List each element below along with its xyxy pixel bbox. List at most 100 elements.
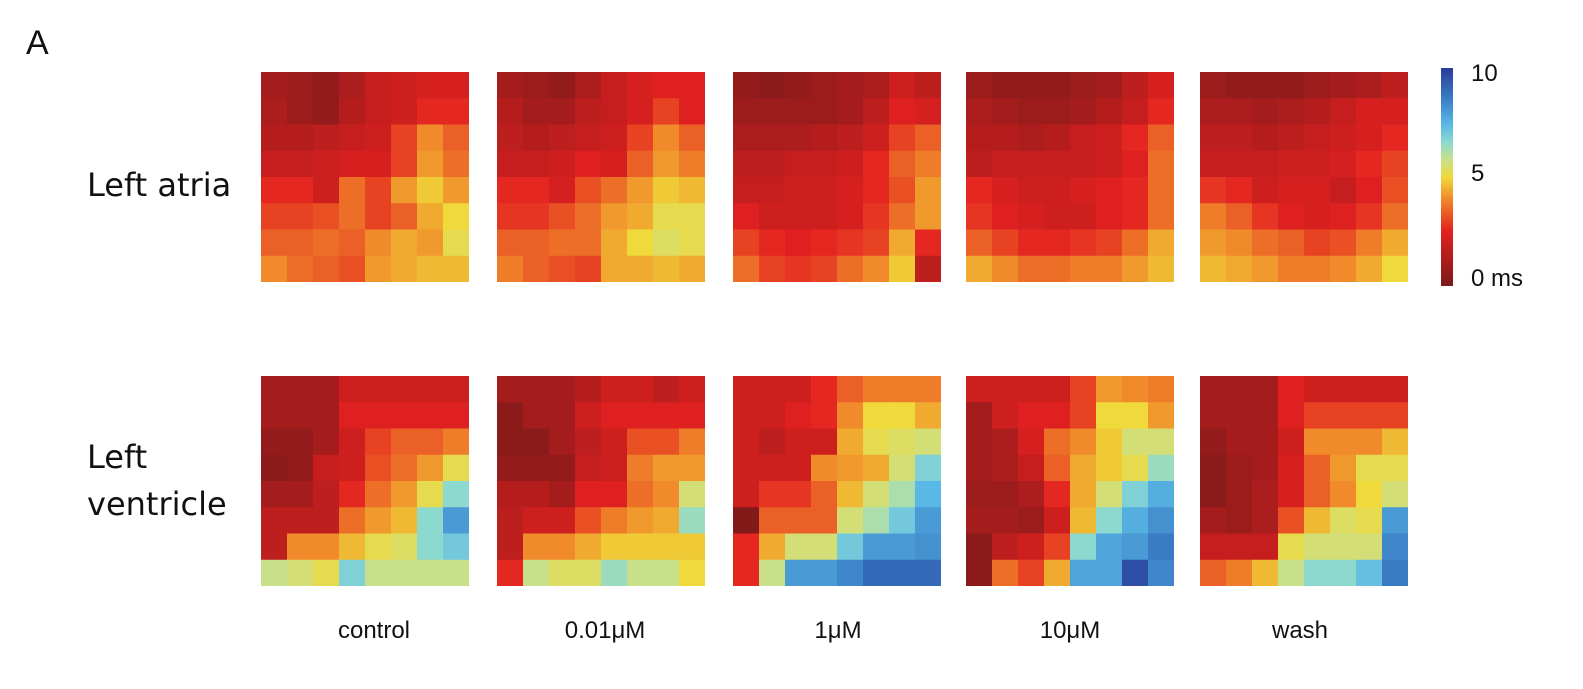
- heatmap-cell: [523, 454, 550, 482]
- row-label-left-ventricle: Left ventricle: [87, 434, 267, 528]
- heatmap-cell: [523, 150, 550, 178]
- heatmap-cell: [497, 255, 524, 282]
- heatmap-cell: [915, 98, 941, 126]
- heatmap-cell: [365, 402, 392, 430]
- heatmap-cell: [811, 98, 838, 126]
- heatmap-cell: [837, 402, 864, 430]
- heatmap-svg: [733, 72, 941, 282]
- heatmap-cell: [339, 454, 366, 482]
- heatmap-cell: [549, 229, 576, 257]
- heatmap-cell: [966, 98, 993, 126]
- heatmap-cell: [1226, 124, 1253, 152]
- heatmap-cell: [313, 72, 340, 99]
- heatmap-cell: [1200, 402, 1227, 430]
- heatmap-cell: [549, 376, 576, 403]
- heatmap-cell: [1382, 376, 1408, 403]
- heatmap-cell: [1070, 376, 1097, 403]
- heatmap-cell: [627, 177, 654, 204]
- heatmap-cell: [417, 124, 444, 152]
- heatmap-cell: [1096, 559, 1123, 586]
- heatmap-cell: [889, 454, 916, 482]
- heatmap-cell: [1070, 229, 1097, 257]
- heatmap-cell: [417, 98, 444, 126]
- heatmap-cell: [653, 559, 680, 586]
- heatmap-cell: [785, 255, 812, 282]
- column-label-0-01uM: 0.01μM: [564, 617, 646, 644]
- heatmap-cell: [523, 72, 550, 99]
- heatmap-cell: [287, 98, 314, 126]
- heatmap-cell: [679, 203, 705, 231]
- heatmap-cell: [261, 255, 288, 282]
- heatmap-cell: [1070, 150, 1097, 178]
- heatmap-cell: [391, 481, 418, 508]
- heatmap-cell: [261, 559, 288, 586]
- heatmap-cell: [837, 124, 864, 152]
- heatmap-cell: [966, 428, 993, 456]
- heatmap-cell: [365, 376, 392, 403]
- heatmap-cell: [601, 229, 628, 257]
- heatmap-svg: [497, 376, 705, 586]
- heatmap-cell: [1122, 481, 1149, 508]
- heatmap-cell: [443, 533, 469, 561]
- heatmap-cell: [1070, 402, 1097, 430]
- heatmap-cell: [1044, 533, 1071, 561]
- heatmap-cell: [759, 177, 786, 204]
- heatmap-cell: [575, 203, 602, 231]
- heatmap-cell: [1148, 72, 1174, 99]
- heatmap-cell: [1122, 454, 1149, 482]
- heatmap-cell: [1304, 255, 1331, 282]
- heatmap-cell: [785, 177, 812, 204]
- heatmap-cell: [1356, 255, 1383, 282]
- heatmap-cell: [785, 507, 812, 535]
- heatmap-cell: [417, 481, 444, 508]
- heatmap-cell: [679, 533, 705, 561]
- heatmap-cell: [759, 203, 786, 231]
- heatmap-cell: [1356, 124, 1383, 152]
- heatmap-cell: [1278, 376, 1305, 403]
- heatmap-cell: [1278, 454, 1305, 482]
- heatmap-cell: [549, 124, 576, 152]
- heatmap-cell: [601, 98, 628, 126]
- heatmap-cell: [1096, 124, 1123, 152]
- heatmap-cell: [785, 559, 812, 586]
- heatmap-cell: [837, 428, 864, 456]
- heatmap-cell: [679, 481, 705, 508]
- heatmap-cell: [837, 98, 864, 126]
- heatmap-cell: [1304, 177, 1331, 204]
- heatmap-cell: [287, 177, 314, 204]
- heatmap-cell: [339, 124, 366, 152]
- heatmap-cell: [1278, 177, 1305, 204]
- heatmap-cell: [1278, 428, 1305, 456]
- heatmap-cell: [1330, 124, 1357, 152]
- heatmap-cell: [679, 376, 705, 403]
- heatmap-cell: [863, 428, 890, 456]
- heatmap-cell: [733, 428, 760, 456]
- heatmap-cell: [1200, 428, 1227, 456]
- heatmap-cell: [391, 533, 418, 561]
- heatmap-cell: [523, 481, 550, 508]
- heatmap-cell: [1018, 428, 1045, 456]
- heatmap-cell: [863, 229, 890, 257]
- heatmap-cell: [261, 376, 288, 403]
- heatmap-cell: [391, 507, 418, 535]
- heatmap-cell: [1278, 150, 1305, 178]
- heatmap-cell: [759, 255, 786, 282]
- heatmap-cell: [339, 376, 366, 403]
- heatmap-cell: [1096, 402, 1123, 430]
- heatmap-cell: [863, 255, 890, 282]
- heatmap-cell: [785, 150, 812, 178]
- heatmap-cell: [863, 98, 890, 126]
- heatmap-cell: [992, 559, 1019, 586]
- heatmap-cell: [443, 454, 469, 482]
- heatmap-cell: [653, 98, 680, 126]
- heatmap-cell: [339, 481, 366, 508]
- heatmap-cell: [1122, 124, 1149, 152]
- heatmap-cell: [365, 229, 392, 257]
- heatmap-cell: [863, 481, 890, 508]
- heatmap-cell: [1356, 150, 1383, 178]
- heatmap-cell: [1044, 376, 1071, 403]
- heatmap-cell: [837, 454, 864, 482]
- heatmap-svg: [261, 72, 469, 282]
- heatmap-cell: [1356, 481, 1383, 508]
- heatmap-cell: [523, 255, 550, 282]
